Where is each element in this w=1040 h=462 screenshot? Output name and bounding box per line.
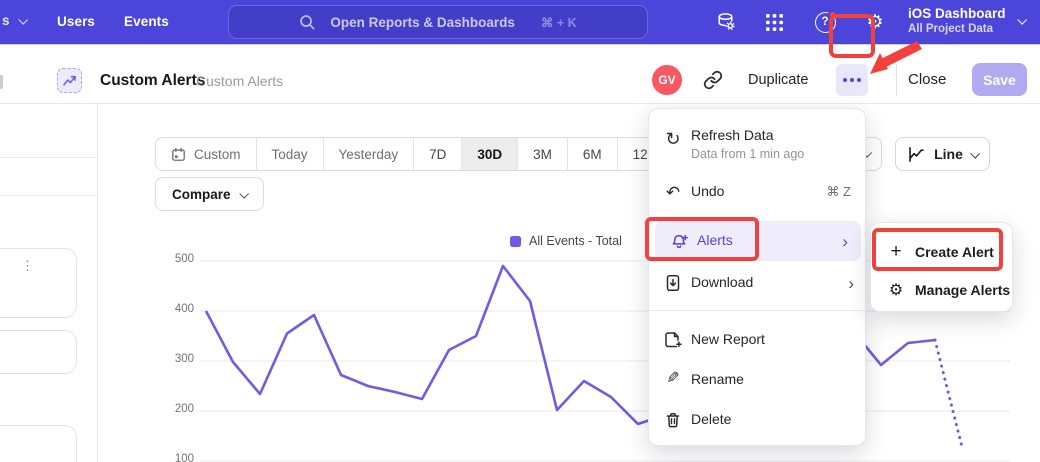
gear-icon: ⚙ [886,280,906,300]
kebab-menu-icon[interactable]: ⋮ [21,258,34,274]
chevron-down-icon [970,148,980,158]
page-title: Custom Alerts [100,72,205,90]
submenu-arrow-icon: › [842,233,848,250]
calendar-icon [171,147,186,162]
search-shortcut: ⌘ + K [541,15,577,30]
breadcrumb: Custom Alerts [196,73,283,89]
menu-item-delete[interactable]: Delete [649,401,867,439]
close-button[interactable]: Close [908,71,946,88]
legend-label: All Events - Total [529,234,622,248]
nav-item-partial[interactable]: s [2,13,26,28]
plus-icon: + [886,241,906,263]
menu-divider [649,310,867,311]
project-selector[interactable]: iOS Dashboard All Project Data [908,5,1025,36]
new-report-icon [663,331,683,349]
left-sidebar: ⋮ [0,104,98,462]
legend-swatch [510,236,521,247]
menu-item-alerts[interactable]: Alerts › [655,221,861,261]
more-options-button[interactable] [836,64,868,96]
report-header: Custom Alerts Custom Alerts GV Duplicate… [0,44,1040,104]
range-7d[interactable]: 7D [413,138,461,170]
sidebar-card[interactable] [0,330,77,374]
project-name: iOS Dashboard [908,5,1006,22]
app-screen: s Users Events Open Reports & Dashboards… [0,0,1040,462]
compare-button[interactable]: Compare [155,177,264,211]
menu-item-rename[interactable]: ✎ Rename [649,361,867,399]
bell-plus-icon [669,232,689,251]
y-tick-label: 400 [166,303,194,315]
undo-shortcut: ⌘ Z [826,184,851,200]
series-line-projected [935,340,962,447]
menu-item-undo[interactable]: ↶ Undo ⌘ Z [649,173,867,209]
top-nav: s Users Events Open Reports & Dashboards… [0,0,1040,44]
help-glyph: ? [821,16,828,28]
menu-item-download[interactable]: Download › [649,265,867,301]
nav-item-users[interactable]: Users [57,14,95,29]
menu-item-refresh-data[interactable]: ↻ Refresh Data Data from 1 min ago [649,119,867,163]
nav-partial-label: s [2,13,10,28]
undo-icon: ↶ [663,184,683,201]
y-tick-label: 300 [166,353,194,365]
chart-legend[interactable]: All Events - Total [510,234,622,248]
copy-link-icon[interactable] [703,70,725,92]
range-custom[interactable]: Custom [156,138,256,170]
chart-type-button[interactable]: Line [895,137,990,171]
submenu-arrow-icon: › [848,275,854,292]
report-chart-icon [57,68,82,93]
refresh-icon: ↻ [663,130,683,148]
menu-item-new-report[interactable]: New Report [649,321,867,359]
y-tick-label: 200 [166,403,194,415]
date-range-control: Custom Today Yesterday 7D 30D 3M 6M 12M [155,137,675,171]
range-6m[interactable]: 6M [567,138,617,170]
chevron-down-icon [1017,15,1027,25]
chevron-down-icon [18,15,28,25]
gear-icon[interactable]: ⚙ [864,11,886,33]
y-tick-label: 500 [166,253,194,265]
sidebar-card[interactable]: ⋮ [0,248,77,318]
global-search[interactable]: Open Reports & Dashboards ⌘ + K [228,5,648,39]
notification-dot [828,10,837,19]
search-icon [299,14,316,31]
divider [896,64,897,96]
divider [0,157,97,158]
refresh-subtitle: Data from 1 min ago [691,147,804,161]
help-icon[interactable]: ? [814,11,836,33]
project-scope: All Project Data [908,22,1006,36]
range-yesterday[interactable]: Yesterday [323,138,414,170]
line-chart-icon [907,145,926,164]
trash-icon [663,411,683,429]
pencil-icon: ✎ [663,371,683,387]
submenu-item-manage-alerts[interactable]: ⚙ Manage Alerts [871,271,1014,309]
search-placeholder: Open Reports & Dashboards [330,15,515,30]
avatar[interactable]: GV [652,65,682,95]
divider [0,195,97,196]
range-today[interactable]: Today [256,138,323,170]
apps-grid-icon[interactable] [763,11,785,33]
clipped-element-fragment [0,75,3,89]
sidebar-card[interactable] [0,425,77,462]
chevron-down-icon [239,188,249,198]
y-tick-label: 100 [166,453,194,462]
range-3m[interactable]: 3M [517,138,567,170]
nav-item-events[interactable]: Events [124,14,169,29]
download-icon [663,274,683,292]
submenu-item-create-alert[interactable]: + Create Alert [871,233,1014,271]
duplicate-button[interactable]: Duplicate [748,72,808,88]
save-button[interactable]: Save [972,63,1027,96]
alerts-submenu: + Create Alert ⚙ Manage Alerts [870,222,1013,312]
database-icon[interactable] [715,11,737,33]
range-30d[interactable]: 30D [461,138,517,170]
more-options-menu: ↻ Refresh Data Data from 1 min ago ↶ Und… [648,108,866,446]
